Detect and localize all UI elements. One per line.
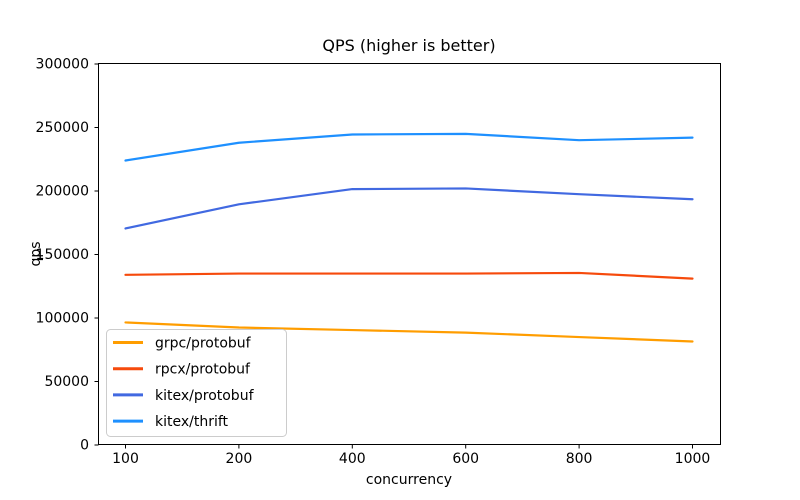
- x-tick-label: 200: [226, 451, 253, 467]
- y-tick-label: 300000: [36, 57, 89, 73]
- series-line-kitex-thrift: [124, 132, 694, 162]
- series-line-grpc-protobuf: [124, 321, 694, 343]
- chart-title: QPS (higher is better): [322, 36, 495, 55]
- x-tick-label: 600: [452, 451, 479, 467]
- x-tick-label: 1000: [675, 451, 711, 467]
- legend-box: [106, 329, 287, 437]
- legend-label-grpc-protobuf: grpc/protobuf: [155, 336, 252, 352]
- x-tick-label: 100: [112, 451, 139, 467]
- series-line-rpcx-protobuf: [124, 271, 694, 280]
- x-axis-label: concurrency: [366, 472, 452, 488]
- y-tick-label: 100000: [36, 311, 89, 327]
- plot-area: 0 50000 100000 150000 200000 250000 300000 100 2…: [36, 57, 721, 467]
- y-tick-label: 200000: [36, 184, 89, 200]
- y-axis-label: qps: [28, 241, 44, 266]
- legend-label-rpcx-protobuf: rpcx/protobuf: [155, 362, 251, 378]
- legend-label-kitex-thrift: kitex/thrift: [155, 414, 229, 430]
- y-tick-label: 150000: [36, 247, 89, 263]
- y-tick-label: 0: [80, 438, 89, 454]
- series-line-kitex-protobuf: [124, 187, 694, 230]
- legend-label-kitex-protobuf: kitex/protobuf: [155, 388, 255, 404]
- x-tick-label: 400: [339, 451, 366, 467]
- y-tick-label: 50000: [44, 374, 89, 390]
- x-tick-label: 800: [566, 451, 593, 467]
- y-tick-label: 250000: [36, 120, 89, 136]
